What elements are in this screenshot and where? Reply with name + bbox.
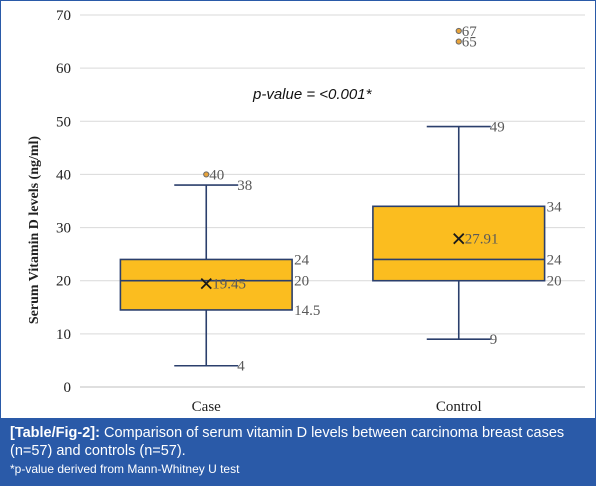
case-outlier-40	[203, 171, 210, 178]
control-outlier-67	[455, 27, 462, 35]
case-q3-label: 24	[294, 252, 310, 268]
control-outlier-65	[455, 38, 462, 45]
box-plot-chart: 0 10 20 30 40 50 60 70 40 38 4 24 20 14.5 19.45 Case 65…	[27, 8, 585, 415]
caption-ref: [Table/Fig-2]:	[10, 425, 100, 441]
chart-area: 0 10 20 30 40 50 60 70 40 38 4 24 20 14.5 19.45 Case 65…	[27, 8, 585, 415]
y-tick-label-60: 60	[56, 61, 71, 77]
case-outlier-label-40: 40	[209, 167, 224, 183]
y-tick-label-0: 0	[64, 380, 72, 396]
control-mean-marker	[453, 233, 465, 245]
box-group-control	[372, 27, 546, 340]
boxes	[119, 27, 546, 367]
case-max-label: 38	[237, 178, 252, 194]
y-tick-label-50: 50	[56, 114, 71, 130]
control-max-label: 49	[490, 120, 505, 136]
p-value-annotation: p-value = <0.001*	[252, 86, 373, 103]
box-group-case	[119, 171, 293, 367]
case-mean-label: 19.45	[212, 277, 246, 293]
caption-text: Comparison of serum vitamin D levels bet…	[10, 425, 565, 459]
x-category-label-control: Control	[436, 399, 482, 415]
control-q3-label: 34	[547, 199, 563, 215]
case-mean-marker	[200, 278, 212, 290]
case-min-label: 4	[237, 359, 245, 375]
y-tick-label-10: 10	[56, 327, 71, 343]
x-category-label-case: Case	[192, 399, 222, 415]
control-box	[372, 205, 546, 282]
caption-main: [Table/Fig-2]: Comparison of serum vitam…	[10, 424, 586, 460]
grid-lines	[80, 14, 585, 388]
control-min-label: 9	[490, 332, 498, 348]
control-median-label: 24	[547, 252, 563, 268]
y-tick-label-40: 40	[56, 167, 71, 183]
case-median-label: 20	[294, 274, 309, 290]
control-mean-label: 27.91	[465, 232, 499, 248]
control-outlier-label-67: 67	[462, 24, 478, 40]
y-tick-label-70: 70	[56, 8, 71, 24]
y-tick-label-30: 30	[56, 221, 71, 237]
axes: 0 10 20 30 40 50 60 70	[56, 8, 585, 396]
y-tick-label-20: 20	[56, 274, 71, 290]
control-outlier-label-65: 65	[462, 35, 477, 51]
figure-caption: [Table/Fig-2]: Comparison of serum vitam…	[0, 418, 596, 486]
y-axis-title: Serum Vitamin D levels (ng/ml)	[27, 136, 42, 325]
case-q1-label: 14.5	[294, 303, 320, 319]
control-q1-label: 20	[547, 274, 562, 290]
caption-note: *p-value derived from Mann-Whitney U tes…	[10, 462, 240, 476]
